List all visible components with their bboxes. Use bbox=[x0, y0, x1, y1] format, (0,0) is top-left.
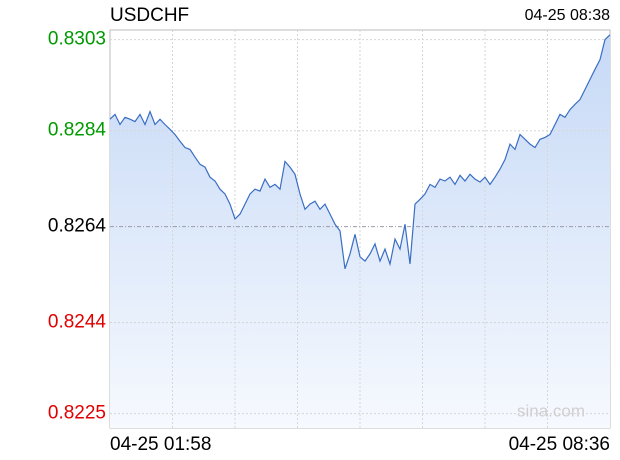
x-tick-label: 04-25 01:58 bbox=[110, 434, 211, 455]
y-tick-label: 0.8264 bbox=[48, 216, 107, 237]
y-tick-label: 0.8303 bbox=[48, 29, 106, 50]
chart-title: USDCHF bbox=[110, 5, 189, 26]
area bbox=[110, 34, 610, 429]
x-tick-label: 04-25 08:36 bbox=[509, 434, 610, 455]
y-tick-label: 0.8225 bbox=[48, 403, 106, 424]
price-line bbox=[109, 34, 611, 269]
watermark: sina.com bbox=[517, 401, 585, 420]
y-tick-label: 0.8244 bbox=[48, 312, 107, 333]
y-tick-label: 0.8284 bbox=[48, 120, 107, 141]
timestamp: 04-25 08:38 bbox=[525, 7, 611, 24]
